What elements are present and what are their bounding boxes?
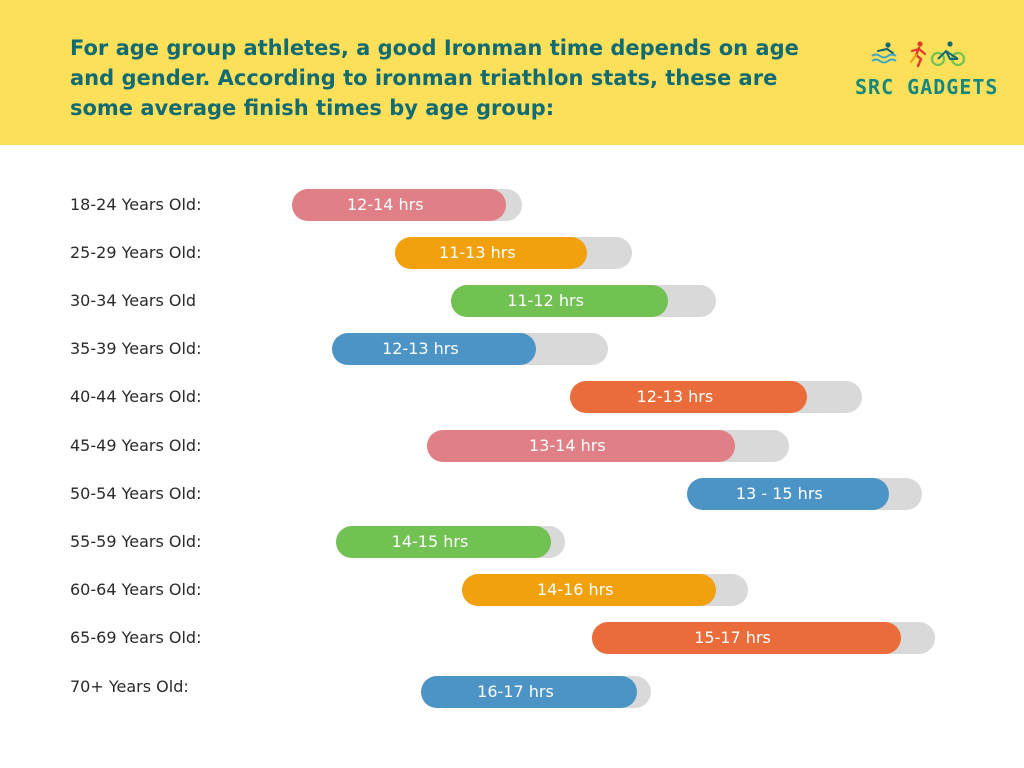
bar-fill: 11-12 hrs [450, 285, 669, 317]
bar-track: 12-14 hrs [291, 189, 523, 221]
row-label: 70+ Years Old: [70, 677, 189, 696]
row-label: 25-29 Years Old: [70, 243, 202, 262]
header-banner: For age group athletes, a good Ironman t… [0, 0, 1024, 145]
bar-value-label: 12-14 hrs [346, 195, 424, 214]
row-label: 55-59 Years Old: [70, 532, 202, 551]
bar-track: 14-15 hrs [335, 526, 566, 558]
bar-fill: 15-17 hrs [591, 622, 901, 654]
bar-value-label: 12-13 hrs [636, 387, 714, 406]
bar-value-label: 15-17 hrs [694, 628, 771, 647]
bar-value-label: 11-12 hrs [507, 291, 584, 310]
bar-track: 13 - 15 hrs [687, 478, 922, 510]
bar-track: 14-16 hrs [461, 574, 748, 606]
logo-icons [871, 41, 966, 68]
logo-text: SRC GADGETS [855, 75, 999, 99]
bar-fill: 12-14 hrs [291, 189, 507, 221]
run-icon [909, 41, 927, 68]
bar-value-label: 13 - 15 hrs [735, 484, 823, 503]
bar-value-label: 11-13 hrs [439, 243, 516, 262]
row-label: 30-34 Years Old [70, 291, 197, 310]
bar-value-label: 16-17 hrs [477, 682, 554, 701]
logo: SRC GADGETS [850, 38, 1000, 108]
bar-track: 11-13 hrs [395, 237, 632, 269]
bar-track: 12-13 hrs [570, 381, 863, 413]
row-label: 45-49 Years Old: [70, 436, 202, 455]
bar-track: 12-13 hrs [331, 333, 609, 365]
bar-fill: 12-13 hrs [570, 381, 807, 413]
bar-fill: 14-15 hrs [335, 526, 552, 558]
row-label: 65-69 Years Old: [70, 628, 202, 647]
bar-value-label: 14-15 hrs [391, 532, 469, 551]
header-text: For age group athletes, a good Ironman t… [70, 36, 799, 120]
swim-icon [871, 42, 897, 64]
bar-fill: 13-14 hrs [427, 430, 736, 462]
row-label: 40-44 Years Old: [70, 387, 202, 406]
row-label: 18-24 Years Old: [70, 195, 202, 214]
row-label: 35-39 Years Old: [70, 339, 202, 358]
bar-track: 16-17 hrs [420, 676, 652, 708]
bar-value-label: 12-13 hrs [382, 339, 459, 358]
row-label: 60-64 Years Old: [70, 580, 202, 599]
bar-value-label: 13-14 hrs [529, 436, 606, 455]
bar-fill: 12-13 hrs [331, 333, 537, 365]
bike-icon [930, 41, 966, 67]
bar-track: 13-14 hrs [427, 430, 790, 462]
bar-fill: 16-17 hrs [420, 676, 638, 708]
bar-value-label: 14-16 hrs [536, 580, 614, 599]
bar-fill: 11-13 hrs [395, 237, 587, 269]
row-label: 50-54 Years Old: [70, 484, 202, 503]
bar-track: 11-12 hrs [450, 285, 716, 317]
bar-fill: 13 - 15 hrs [687, 478, 889, 510]
bar-track: 15-17 hrs [591, 622, 935, 654]
bar-fill: 14-16 hrs [461, 574, 717, 606]
